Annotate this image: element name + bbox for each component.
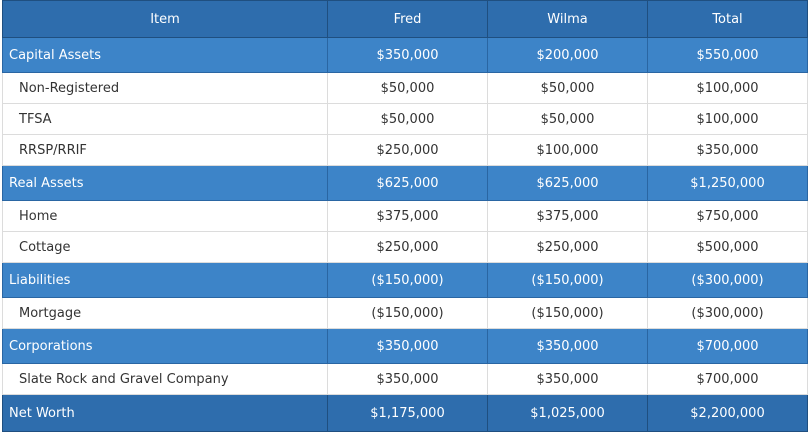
cell-fred: $250,000 <box>327 134 488 166</box>
cell-fred: ($150,000) <box>327 262 488 298</box>
cell-wilma: $50,000 <box>487 103 648 135</box>
cell-total: $700,000 <box>647 363 808 395</box>
row-label: Mortgage <box>2 297 328 329</box>
cell-total: ($300,000) <box>647 297 808 329</box>
cell-total: $700,000 <box>647 328 808 364</box>
group-row-real-assets[interactable]: Real Assets $625,000 $625,000 $1,250,000 <box>2 165 808 201</box>
cell-total: $350,000 <box>647 134 808 166</box>
cell-wilma: $375,000 <box>487 200 648 232</box>
column-header-wilma[interactable]: Wilma <box>487 0 648 38</box>
row-label: RRSP/RRIF <box>2 134 328 166</box>
group-row-liabilities[interactable]: Liabilities ($150,000) ($150,000) ($300,… <box>2 262 808 298</box>
cell-fred: $1,175,000 <box>327 394 488 432</box>
cell-total: $550,000 <box>647 37 808 73</box>
cell-total: $500,000 <box>647 231 808 263</box>
net-worth-table: Item Fred Wilma Total Capital Assets $35… <box>2 0 808 432</box>
column-header-fred[interactable]: Fred <box>327 0 488 38</box>
cell-fred: $50,000 <box>327 72 488 104</box>
cell-total: $2,200,000 <box>647 394 808 432</box>
cell-total: $100,000 <box>647 103 808 135</box>
table-row: Mortgage ($150,000) ($150,000) ($300,000… <box>2 297 808 329</box>
header-row: Item Fred Wilma Total <box>2 0 808 38</box>
cell-fred: ($150,000) <box>327 297 488 329</box>
cell-wilma: $350,000 <box>487 363 648 395</box>
row-label: TFSA <box>2 103 328 135</box>
table-row: Non-Registered $50,000 $50,000 $100,000 <box>2 72 808 104</box>
cell-wilma: $350,000 <box>487 328 648 364</box>
cell-wilma: ($150,000) <box>487 297 648 329</box>
cell-fred: $250,000 <box>327 231 488 263</box>
cell-fred: $350,000 <box>327 328 488 364</box>
row-label: Real Assets <box>2 165 328 201</box>
table-row: Slate Rock and Gravel Company $350,000 $… <box>2 363 808 395</box>
cell-fred: $375,000 <box>327 200 488 232</box>
net-worth-row: Net Worth $1,175,000 $1,025,000 $2,200,0… <box>2 394 808 432</box>
column-header-total[interactable]: Total <box>647 0 808 38</box>
cell-wilma: $1,025,000 <box>487 394 648 432</box>
cell-wilma: $50,000 <box>487 72 648 104</box>
column-header-item[interactable]: Item <box>2 0 328 38</box>
row-label: Home <box>2 200 328 232</box>
net-worth-label: Net Worth <box>2 394 328 432</box>
row-label: Slate Rock and Gravel Company <box>2 363 328 395</box>
table-row: Home $375,000 $375,000 $750,000 <box>2 200 808 232</box>
cell-fred: $350,000 <box>327 363 488 395</box>
cell-fred: $50,000 <box>327 103 488 135</box>
cell-wilma: ($150,000) <box>487 262 648 298</box>
table-row: Cottage $250,000 $250,000 $500,000 <box>2 231 808 263</box>
table-row: TFSA $50,000 $50,000 $100,000 <box>2 103 808 135</box>
cell-fred: $350,000 <box>327 37 488 73</box>
cell-total: $100,000 <box>647 72 808 104</box>
group-row-capital-assets[interactable]: Capital Assets $350,000 $200,000 $550,00… <box>2 37 808 73</box>
cell-fred: $625,000 <box>327 165 488 201</box>
row-label: Liabilities <box>2 262 328 298</box>
row-label: Corporations <box>2 328 328 364</box>
row-label: Cottage <box>2 231 328 263</box>
cell-total: $750,000 <box>647 200 808 232</box>
cell-total: ($300,000) <box>647 262 808 298</box>
table-row: RRSP/RRIF $250,000 $100,000 $350,000 <box>2 134 808 166</box>
cell-total: $1,250,000 <box>647 165 808 201</box>
group-row-corporations[interactable]: Corporations $350,000 $350,000 $700,000 <box>2 328 808 364</box>
row-label: Non-Registered <box>2 72 328 104</box>
row-label: Capital Assets <box>2 37 328 73</box>
cell-wilma: $625,000 <box>487 165 648 201</box>
cell-wilma: $200,000 <box>487 37 648 73</box>
cell-wilma: $100,000 <box>487 134 648 166</box>
cell-wilma: $250,000 <box>487 231 648 263</box>
